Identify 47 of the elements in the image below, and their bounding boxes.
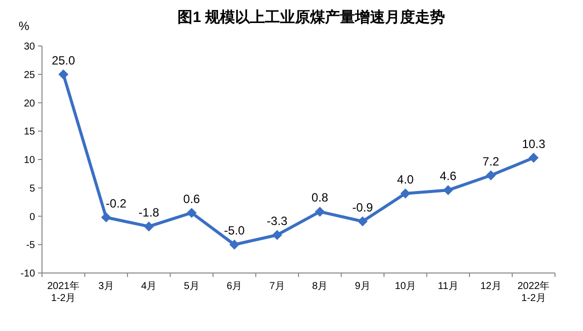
x-tick-label: 11月 xyxy=(438,281,458,292)
x-tick-label: 12月 xyxy=(480,281,502,292)
point xyxy=(58,69,68,80)
y-tick-label: 20 xyxy=(24,98,36,110)
x-tick-label: 7月 xyxy=(269,281,285,292)
x-tick-label: 9月 xyxy=(354,281,370,292)
point xyxy=(144,221,154,232)
point xyxy=(443,185,454,196)
y-tick-label: 25 xyxy=(24,70,36,81)
point xyxy=(272,230,282,240)
y-tick-label: 0 xyxy=(29,212,36,223)
point xyxy=(528,152,539,163)
data-label: 4.6 xyxy=(440,169,457,184)
x-tick-label: 8月 xyxy=(312,281,328,292)
data-label: -0.2 xyxy=(106,196,127,210)
y-tick-label: 5 xyxy=(29,183,36,194)
y-axis-title: % xyxy=(18,19,30,33)
point xyxy=(101,212,112,222)
x-tick-label: 3月 xyxy=(98,281,114,292)
data-label: -0.9 xyxy=(352,200,374,214)
data-label: -1.8 xyxy=(138,205,160,220)
data-label: 25.0 xyxy=(52,53,76,68)
data-label: 0.8 xyxy=(312,190,329,205)
point xyxy=(358,216,368,226)
data-label: 4.0 xyxy=(397,172,414,187)
point xyxy=(229,240,240,250)
y-tick-label: 10 xyxy=(24,155,36,166)
x-tick-label: 2022年 1-2月 xyxy=(518,280,550,304)
point xyxy=(400,188,410,199)
y-tick-label: 15 xyxy=(24,126,36,138)
y-tick-label: 30 xyxy=(24,42,36,52)
data-label: -3.3 xyxy=(266,214,288,228)
y-tick-label: -5 xyxy=(26,240,36,252)
chart-title: 图1 规模以上工业原煤产量增速月度走势 xyxy=(178,8,446,26)
x-tick-label: 2021年 1-2月 xyxy=(47,280,80,304)
point xyxy=(186,208,197,218)
data-label: 7.2 xyxy=(482,154,500,168)
data-label: 10.3 xyxy=(522,136,546,151)
y-tick-label: -10 xyxy=(20,268,36,280)
x-tick-label: 5月 xyxy=(184,281,200,292)
x-tick-label: 6月 xyxy=(226,281,242,292)
x-tick-label: 10月 xyxy=(394,281,416,292)
data-label: -5.0 xyxy=(224,224,246,238)
x-tick-label: 4月 xyxy=(141,281,157,292)
data-label: 0.6 xyxy=(183,192,200,206)
point xyxy=(486,170,496,180)
point xyxy=(314,206,325,217)
